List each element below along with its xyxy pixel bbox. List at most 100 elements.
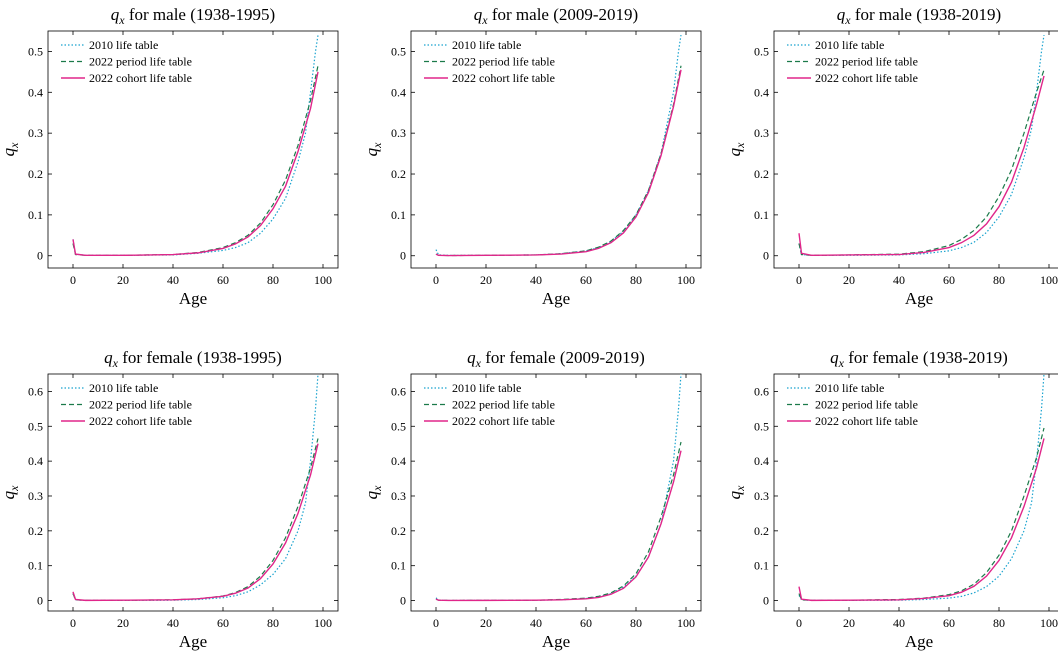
y-axis-label-subscript: x (7, 142, 21, 149)
legend-label-2: 2022 period life table (452, 398, 555, 412)
chart-title-subscript: x (475, 356, 482, 370)
legend-label-1: 2010 life table (89, 381, 158, 395)
y-tick-label: 0.6 (391, 384, 406, 398)
chart-panel-2: qx for male (2009-2019)0 20 40 60 80 10000.10… (362, 5, 702, 308)
series-line-3 (72, 443, 319, 602)
y-tick-label: 0.3 (754, 489, 769, 503)
x-tick-label: 0 (433, 273, 439, 287)
chart-title-subscript: x (844, 13, 851, 27)
legend-label-2: 2022 period life table (89, 55, 192, 69)
x-tick-label: 60 (580, 616, 592, 630)
y-tick-label: 0.3 (28, 489, 43, 503)
x-tick-label: 40 (530, 616, 542, 630)
series-line-2 (435, 441, 682, 602)
x-tick-label: 0 (796, 616, 802, 630)
y-axis-label: qx (725, 485, 747, 500)
y-axis-label-subscript: x (733, 485, 747, 492)
y-tick-label: 0.2 (754, 524, 769, 538)
chart-title-var: q (111, 5, 120, 24)
plot-frame (410, 373, 702, 612)
y-tick-label: 0.1 (754, 208, 769, 222)
y-tick-label: 0 (763, 594, 769, 608)
legend-label-3: 2022 cohort life table (815, 71, 918, 85)
legend-label-1: 2010 life table (452, 381, 521, 395)
y-tick-label: 0.5 (754, 419, 769, 433)
x-tick-label: 20 (480, 273, 492, 287)
chart-title-var: q (830, 348, 839, 367)
y-tick-label: 0.4 (391, 85, 406, 99)
chart-title-var: q (474, 5, 483, 24)
series-line-2 (72, 65, 319, 256)
x-tick-label: 20 (117, 616, 129, 630)
y-tick-label: 0.3 (391, 126, 406, 140)
x-axis-label: Age (542, 289, 570, 308)
series-line-2 (798, 69, 1045, 256)
y-axis-label-subscript: x (733, 142, 747, 149)
x-tick-label: 40 (530, 273, 542, 287)
y-axis-label-subscript: x (370, 485, 384, 492)
y-tick-label: 0.1 (28, 559, 43, 573)
chart-title: qx for male (2009-2019) (474, 5, 638, 27)
y-tick-label: 0.5 (754, 44, 769, 58)
chart-title: qx for female (1938-2019) (830, 348, 1008, 370)
y-tick-label: 0 (37, 594, 43, 608)
legend-label-2: 2022 period life table (815, 55, 918, 69)
x-tick-label: 80 (267, 273, 279, 287)
series-line-2 (72, 438, 319, 601)
y-axis-label-subscript: x (7, 485, 21, 492)
y-axis-label-var: q (362, 147, 381, 156)
x-tick-label: 100 (1040, 273, 1058, 287)
series-line-2 (798, 427, 1045, 601)
chart-title: qx for male (1938-1995) (111, 5, 275, 27)
chart-title-subscript: x (112, 356, 119, 370)
x-tick-label: 60 (217, 273, 229, 287)
y-tick-label: 0.5 (28, 419, 43, 433)
chart-panel-4: qx for female (1938-1995)0 20 40 60 80 10000.… (0, 348, 339, 651)
y-tick-label: 0.6 (754, 384, 769, 398)
chart-title-text: for female (1938-2019) (844, 348, 1008, 367)
legend-label-3: 2022 cohort life table (815, 414, 918, 428)
y-tick-label: 0.4 (754, 454, 769, 468)
y-tick-label: 0.1 (391, 559, 406, 573)
series-line-3 (72, 71, 319, 257)
legend-label-2: 2022 period life table (815, 398, 918, 412)
series-line-3 (798, 75, 1045, 257)
x-tick-label: 20 (480, 616, 492, 630)
chart-title-var: q (467, 348, 476, 367)
y-tick-label: 0.2 (391, 167, 406, 181)
y-axis-label-var: q (362, 490, 381, 499)
chart-title-subscript: x (481, 13, 488, 27)
x-tick-label: 60 (943, 273, 955, 287)
x-tick-label: 0 (70, 616, 76, 630)
y-axis-label: qx (725, 142, 747, 157)
chart-panel-6: qx for female (1938-2019)0 20 40 60 80 10000.… (725, 348, 1058, 651)
legend-label-2: 2022 period life table (89, 398, 192, 412)
legend-label-3: 2022 cohort life table (452, 414, 555, 428)
y-tick-label: 0 (37, 249, 43, 263)
x-tick-label: 40 (167, 616, 179, 630)
x-axis-label: Age (905, 289, 933, 308)
plot-frame (47, 30, 339, 269)
chart-title-var: q (104, 348, 113, 367)
y-tick-label: 0.4 (754, 85, 769, 99)
y-tick-label: 0 (400, 249, 406, 263)
legend-label-3: 2022 cohort life table (89, 414, 192, 428)
chart-title-subscript: x (118, 13, 125, 27)
x-tick-label: 100 (314, 616, 332, 630)
legend-label-3: 2022 cohort life table (452, 71, 555, 85)
x-tick-label: 20 (117, 273, 129, 287)
chart-title-text: for female (2009-2019) (481, 348, 645, 367)
legend-label-1: 2010 life table (815, 381, 884, 395)
x-tick-label: 80 (630, 616, 642, 630)
chart-title-subscript: x (838, 356, 845, 370)
x-tick-label: 100 (314, 273, 332, 287)
x-axis-label: Age (179, 632, 207, 651)
y-tick-label: 0.1 (754, 559, 769, 573)
y-tick-label: 0 (400, 594, 406, 608)
x-tick-label: 20 (843, 273, 855, 287)
y-tick-label: 0.1 (391, 208, 406, 222)
y-tick-label: 0 (763, 249, 769, 263)
x-tick-label: 60 (580, 273, 592, 287)
